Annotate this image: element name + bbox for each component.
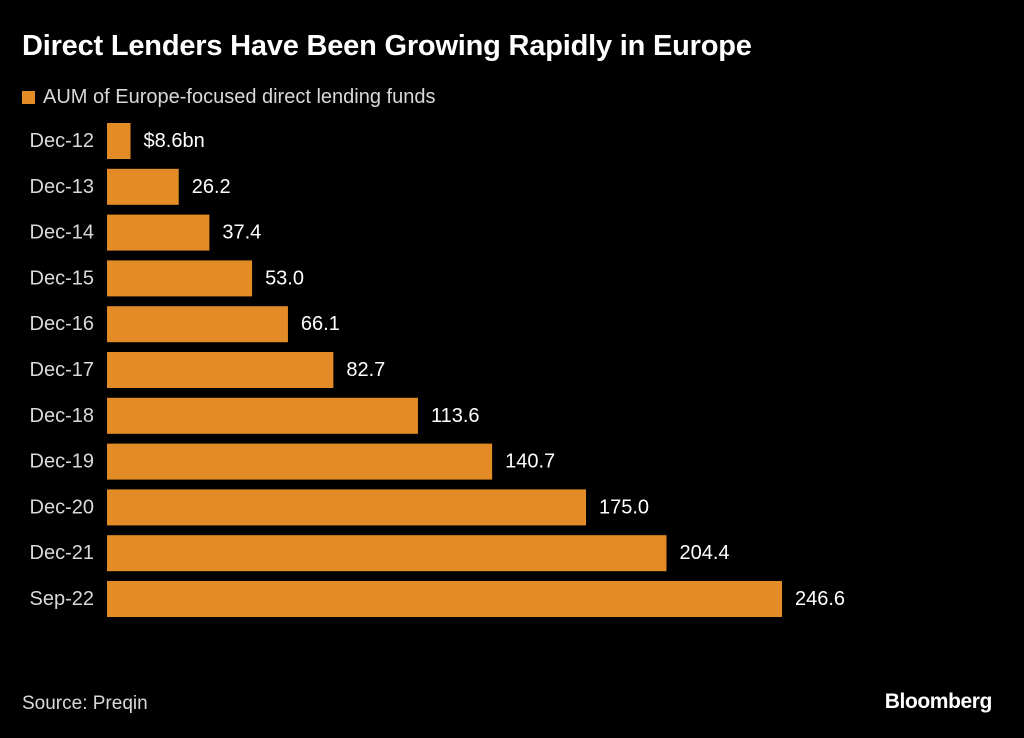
- source-note: Source: Preqin: [22, 693, 148, 714]
- category-label: Dec-18: [30, 405, 94, 427]
- data-label: 26.2: [192, 176, 231, 198]
- chart-title: Direct Lenders Have Been Growing Rapidly…: [22, 30, 752, 62]
- category-label: Dec-12: [30, 130, 94, 152]
- data-label: $8.6bn: [144, 130, 205, 152]
- data-label: 175.0: [599, 496, 649, 518]
- category-label: Dec-20: [30, 496, 94, 518]
- bar: [107, 123, 131, 159]
- category-label: Dec-16: [30, 313, 94, 335]
- data-label: 140.7: [505, 451, 555, 473]
- bloomberg-logo: Bloomberg: [884, 690, 993, 713]
- category-label: Dec-21: [30, 542, 94, 564]
- bar: [107, 306, 288, 343]
- bar: [107, 168, 179, 205]
- bar: [107, 489, 587, 526]
- category-label: Dec-17: [30, 359, 94, 381]
- data-label: 246.6: [795, 588, 845, 610]
- category-label: Sep-22: [30, 588, 95, 610]
- legend-label: AUM of Europe-focused direct lending fun…: [43, 86, 436, 108]
- bar: [107, 260, 253, 297]
- legend-swatch: [22, 91, 35, 104]
- bar: [107, 214, 210, 251]
- data-label: 37.4: [222, 222, 261, 244]
- bar-chart: Dec-12 $8.6bn Dec-13 26.2 Dec-14 37.4 Dec-15 53…: [30, 123, 845, 617]
- data-label: 66.1: [301, 313, 340, 335]
- bar: [107, 535, 667, 572]
- category-label: Dec-15: [30, 267, 94, 289]
- bar: [107, 443, 493, 480]
- bar: [107, 581, 782, 617]
- data-label: 204.4: [679, 542, 729, 564]
- data-label: 113.6: [431, 405, 480, 427]
- category-label: Dec-19: [30, 451, 94, 473]
- bar: [107, 397, 418, 434]
- category-label: Dec-14: [30, 222, 94, 244]
- legend: AUM of Europe-focused direct lending fun…: [22, 86, 435, 109]
- data-label: 53.0: [265, 267, 304, 289]
- bar: [107, 352, 334, 388]
- data-label: 82.7: [346, 359, 385, 381]
- category-label: Dec-13: [30, 176, 94, 198]
